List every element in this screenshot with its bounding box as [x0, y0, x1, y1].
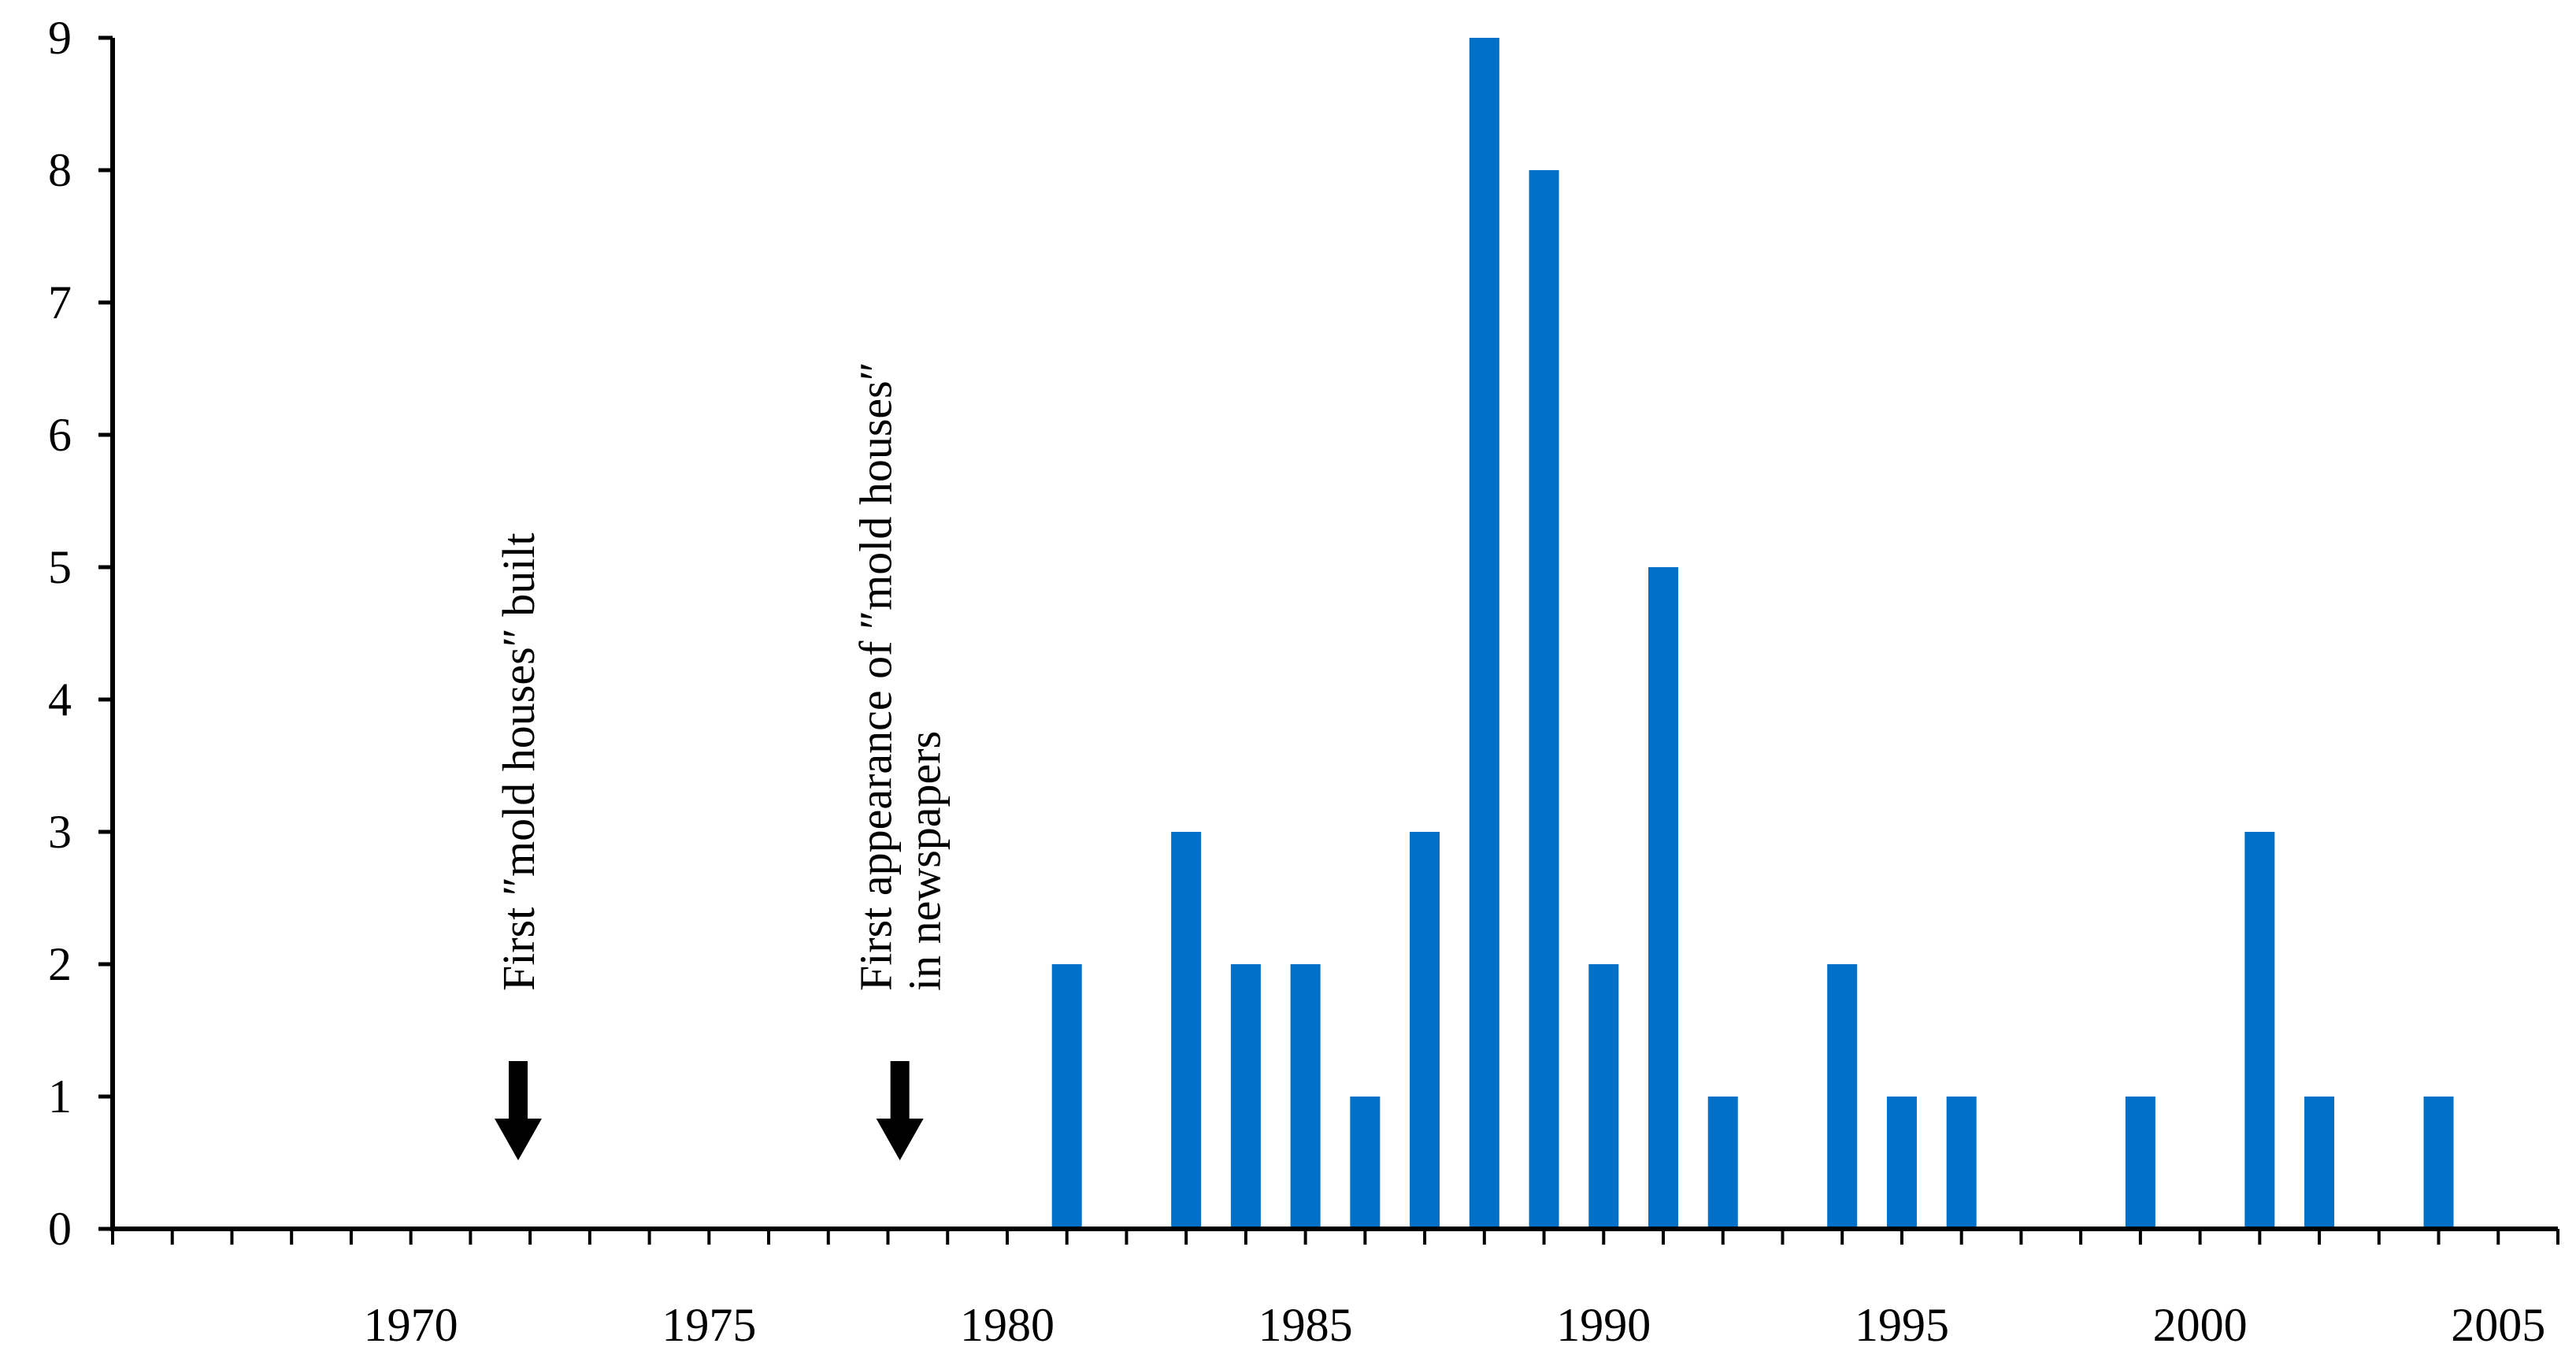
x-tick-label-2000: 2000: [2153, 1299, 2248, 1351]
annotation-1-arrow-shaft: [508, 1061, 528, 1119]
y-tick-label-6: 6: [48, 409, 72, 461]
bar-1985: [1290, 964, 1321, 1229]
bar-1987: [1410, 832, 1440, 1229]
x-tick-label-1995: 1995: [1855, 1299, 1949, 1351]
x-tick-label-1980: 1980: [960, 1299, 1054, 1351]
bar-1999: [2125, 1097, 2155, 1229]
annotation-1-line-1: First ″mold houses″ built: [493, 533, 544, 991]
axes-group: [110, 38, 2558, 1231]
y-tick-label-5: 5: [48, 541, 72, 593]
x-tick-label-2005: 2005: [2451, 1299, 2545, 1351]
bar-1996: [1946, 1097, 1977, 1229]
bar-1994: [1827, 964, 1858, 1229]
x-tick-label-1970: 1970: [364, 1299, 458, 1351]
annotation-1-arrow-icon: [494, 1119, 542, 1160]
bar-1995: [1886, 1097, 1917, 1229]
bar-1983: [1171, 832, 1202, 1229]
annotation-2-arrow-shaft: [890, 1061, 910, 1119]
x-tick-label-1975: 1975: [662, 1299, 756, 1351]
bar-1988: [1469, 38, 1499, 1229]
y-tick-label-1: 1: [48, 1071, 72, 1123]
x-tick-label-1985: 1985: [1258, 1299, 1353, 1351]
ticks-group: 0 1 2 3 4 5 6 7 8 9 1970 1975 1980 1985 1990 1995 2000 20…: [48, 12, 2559, 1351]
bar-2001: [2244, 832, 2275, 1229]
bar-1990: [1588, 964, 1619, 1229]
y-tick-label-0: 0: [48, 1203, 72, 1255]
annotation-2-arrow-icon: [876, 1119, 924, 1160]
x-tick-label-1990: 1990: [1556, 1299, 1651, 1351]
annotations-group: First ″mold houses″ built First appearanc…: [493, 362, 951, 1160]
y-tick-label-9: 9: [48, 12, 72, 64]
bars-group: [1051, 38, 2454, 1229]
annotation-2-line-2: in newspapers: [899, 731, 951, 991]
y-tick-label-4: 4: [48, 674, 72, 726]
y-tick-label-2: 2: [48, 938, 72, 990]
y-tick-label-3: 3: [48, 806, 72, 858]
y-tick-label-7: 7: [48, 276, 72, 328]
bar-2004: [2423, 1097, 2454, 1229]
bar-1981: [1051, 964, 1082, 1229]
bar-2002: [2304, 1097, 2335, 1229]
annotation-2-line-1: First appearance of ″mold houses″: [851, 362, 902, 991]
bar-1984: [1230, 964, 1261, 1229]
y-tick-label-8: 8: [48, 144, 72, 196]
bar-1986: [1350, 1097, 1381, 1229]
bar-1992: [1707, 1097, 1738, 1229]
bar-1991: [1648, 567, 1679, 1229]
bar-1989: [1529, 170, 1559, 1229]
